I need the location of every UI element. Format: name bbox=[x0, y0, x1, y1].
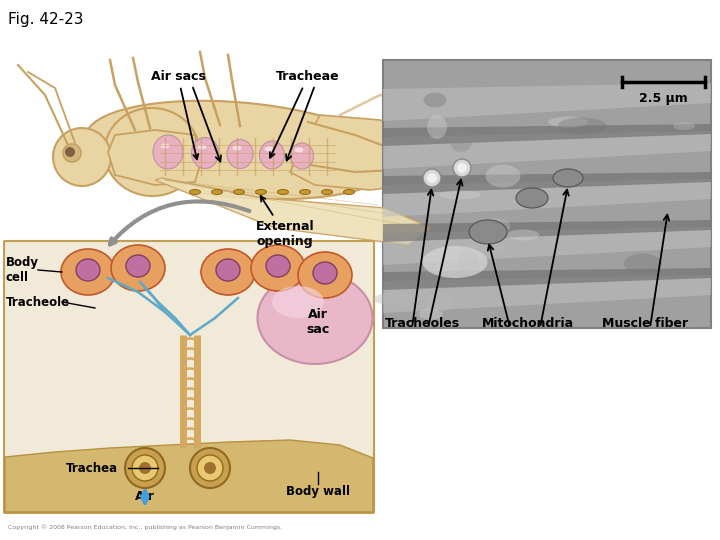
Circle shape bbox=[457, 163, 467, 173]
Text: Mitochondria: Mitochondria bbox=[482, 317, 574, 330]
Ellipse shape bbox=[298, 252, 352, 298]
Ellipse shape bbox=[251, 245, 305, 291]
Ellipse shape bbox=[624, 253, 662, 274]
Polygon shape bbox=[383, 172, 711, 194]
Ellipse shape bbox=[216, 259, 240, 281]
Text: Copyright © 2008 Pearson Education, Inc., publishing as Pearson Benjamin Cumming: Copyright © 2008 Pearson Education, Inc.… bbox=[8, 524, 282, 530]
Text: Body wall: Body wall bbox=[286, 485, 350, 498]
Polygon shape bbox=[383, 124, 711, 146]
Ellipse shape bbox=[423, 246, 487, 278]
Ellipse shape bbox=[272, 286, 324, 318]
Polygon shape bbox=[383, 83, 711, 121]
Text: Tracheoles: Tracheoles bbox=[384, 317, 459, 330]
Ellipse shape bbox=[277, 190, 289, 194]
Ellipse shape bbox=[418, 260, 438, 280]
Ellipse shape bbox=[153, 135, 183, 169]
Circle shape bbox=[63, 144, 81, 162]
Ellipse shape bbox=[548, 117, 588, 127]
Circle shape bbox=[190, 448, 230, 488]
Ellipse shape bbox=[256, 190, 266, 194]
Ellipse shape bbox=[266, 255, 290, 277]
Ellipse shape bbox=[111, 245, 165, 291]
Ellipse shape bbox=[485, 165, 521, 187]
Ellipse shape bbox=[161, 144, 169, 149]
Ellipse shape bbox=[450, 132, 472, 152]
Text: Muscle fiber: Muscle fiber bbox=[602, 317, 688, 330]
Text: External
opening: External opening bbox=[256, 196, 315, 248]
Circle shape bbox=[453, 159, 471, 177]
Text: Body
cell: Body cell bbox=[6, 256, 39, 284]
Polygon shape bbox=[383, 275, 711, 313]
Ellipse shape bbox=[294, 147, 304, 152]
Ellipse shape bbox=[233, 190, 245, 194]
Ellipse shape bbox=[201, 249, 255, 295]
Ellipse shape bbox=[439, 191, 481, 199]
Ellipse shape bbox=[290, 143, 313, 169]
Polygon shape bbox=[383, 220, 711, 242]
Ellipse shape bbox=[466, 238, 504, 256]
Ellipse shape bbox=[469, 220, 507, 244]
Circle shape bbox=[204, 462, 216, 474]
Text: Tracheole: Tracheole bbox=[6, 295, 70, 308]
Text: Tracheae: Tracheae bbox=[270, 70, 340, 158]
Ellipse shape bbox=[553, 169, 583, 187]
Ellipse shape bbox=[313, 262, 337, 284]
Polygon shape bbox=[383, 268, 711, 290]
Ellipse shape bbox=[457, 249, 479, 276]
Ellipse shape bbox=[423, 92, 446, 107]
Ellipse shape bbox=[419, 308, 443, 320]
Ellipse shape bbox=[197, 145, 207, 150]
Ellipse shape bbox=[227, 139, 253, 168]
Ellipse shape bbox=[61, 249, 115, 295]
Ellipse shape bbox=[259, 141, 284, 169]
Ellipse shape bbox=[76, 259, 100, 281]
Ellipse shape bbox=[557, 118, 606, 134]
Ellipse shape bbox=[53, 128, 111, 186]
FancyBboxPatch shape bbox=[383, 60, 711, 328]
Text: Air
sac: Air sac bbox=[307, 308, 330, 336]
Text: Trachea: Trachea bbox=[66, 462, 118, 475]
Circle shape bbox=[65, 147, 75, 157]
Ellipse shape bbox=[192, 138, 218, 168]
Polygon shape bbox=[5, 440, 373, 512]
Ellipse shape bbox=[104, 108, 199, 196]
Text: Air: Air bbox=[135, 490, 155, 503]
Text: 2.5 μm: 2.5 μm bbox=[639, 92, 688, 105]
Ellipse shape bbox=[343, 190, 354, 194]
Circle shape bbox=[132, 455, 158, 481]
Ellipse shape bbox=[233, 145, 241, 151]
Ellipse shape bbox=[385, 129, 455, 181]
Ellipse shape bbox=[264, 146, 274, 152]
Ellipse shape bbox=[258, 272, 372, 364]
Ellipse shape bbox=[126, 255, 150, 277]
Ellipse shape bbox=[189, 190, 200, 194]
Ellipse shape bbox=[300, 190, 310, 194]
Ellipse shape bbox=[86, 101, 395, 199]
Ellipse shape bbox=[212, 190, 222, 194]
FancyBboxPatch shape bbox=[4, 241, 374, 513]
Ellipse shape bbox=[427, 115, 447, 139]
Polygon shape bbox=[108, 130, 200, 185]
Polygon shape bbox=[155, 178, 432, 245]
Ellipse shape bbox=[673, 122, 695, 130]
Ellipse shape bbox=[426, 293, 454, 312]
Ellipse shape bbox=[373, 293, 421, 306]
Polygon shape bbox=[300, 122, 400, 172]
Polygon shape bbox=[383, 131, 711, 169]
Polygon shape bbox=[290, 115, 455, 190]
Polygon shape bbox=[383, 227, 711, 265]
Ellipse shape bbox=[482, 218, 510, 234]
Circle shape bbox=[423, 169, 441, 187]
Circle shape bbox=[125, 448, 165, 488]
Circle shape bbox=[139, 462, 151, 474]
Circle shape bbox=[427, 173, 437, 183]
Ellipse shape bbox=[516, 188, 548, 208]
Circle shape bbox=[197, 455, 223, 481]
Ellipse shape bbox=[457, 231, 473, 239]
Text: Fig. 42-23: Fig. 42-23 bbox=[8, 12, 84, 27]
Ellipse shape bbox=[506, 230, 539, 240]
Polygon shape bbox=[383, 179, 711, 217]
Ellipse shape bbox=[322, 190, 333, 194]
Text: Air sacs: Air sacs bbox=[150, 70, 205, 159]
